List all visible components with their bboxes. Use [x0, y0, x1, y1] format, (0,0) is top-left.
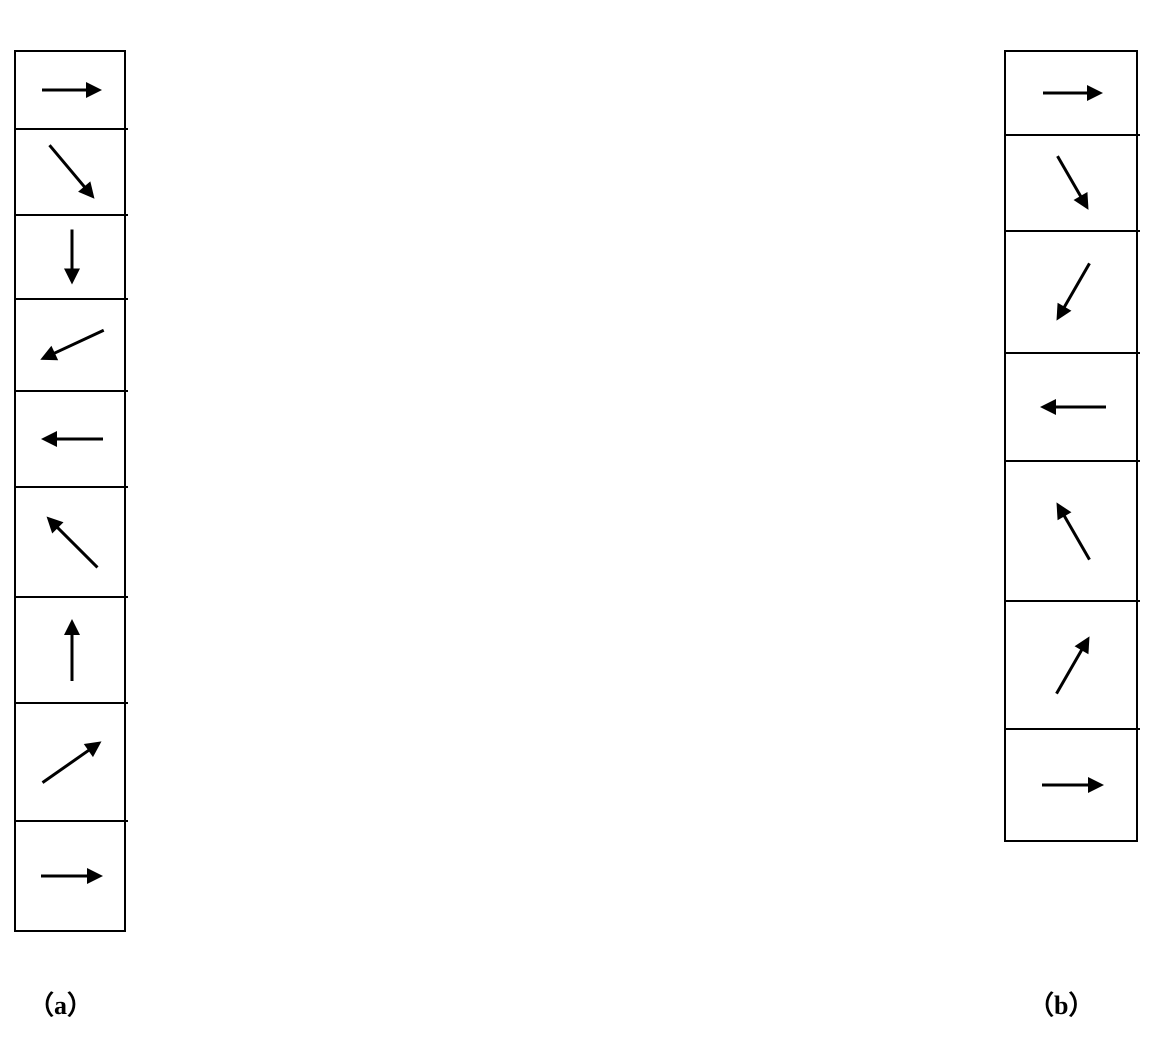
arrow-icon: [19, 217, 125, 297]
arrow-cell: [1006, 230, 1140, 352]
arrow-icon: [1009, 355, 1137, 459]
arrow-icon: [19, 823, 125, 929]
arrow-cell: [16, 486, 128, 596]
caption-b: （b）: [1028, 985, 1094, 1022]
arrow-icon: [1009, 603, 1137, 727]
arrow-cell: [16, 820, 128, 930]
arrow-column-a: [14, 50, 126, 932]
arrow-cell: [1006, 728, 1140, 840]
arrow-icon: [19, 393, 125, 485]
arrow-cell: [16, 52, 128, 128]
arrow-icon: [19, 599, 125, 701]
arrow-cell: [16, 298, 128, 390]
arrow-cell: [1006, 134, 1140, 230]
arrow-cell: [16, 214, 128, 298]
caption-a: （a）: [28, 985, 93, 1022]
arrow-cell: [1006, 52, 1140, 134]
arrow-icon: [1009, 137, 1137, 229]
arrow-column-b: [1004, 50, 1138, 842]
arrow-icon: [1009, 731, 1137, 839]
arrow-cell: [1006, 600, 1140, 728]
arrow-icon: [19, 54, 125, 126]
arrow-cell: [16, 596, 128, 702]
arrow-icon: [1009, 233, 1137, 351]
arrow-cell: [16, 128, 128, 214]
arrow-cell: [16, 702, 128, 820]
arrow-icon: [1009, 463, 1137, 599]
arrow-icon: [19, 131, 125, 213]
arrow-icon: [19, 301, 125, 389]
arrow-cell: [16, 390, 128, 486]
arrow-cell: [1006, 460, 1140, 600]
arrow-icon: [1009, 54, 1137, 132]
arrow-icon: [19, 705, 125, 819]
page: （a） （b）: [0, 0, 1173, 1037]
arrow-icon: [19, 489, 125, 595]
arrow-cell: [1006, 352, 1140, 460]
